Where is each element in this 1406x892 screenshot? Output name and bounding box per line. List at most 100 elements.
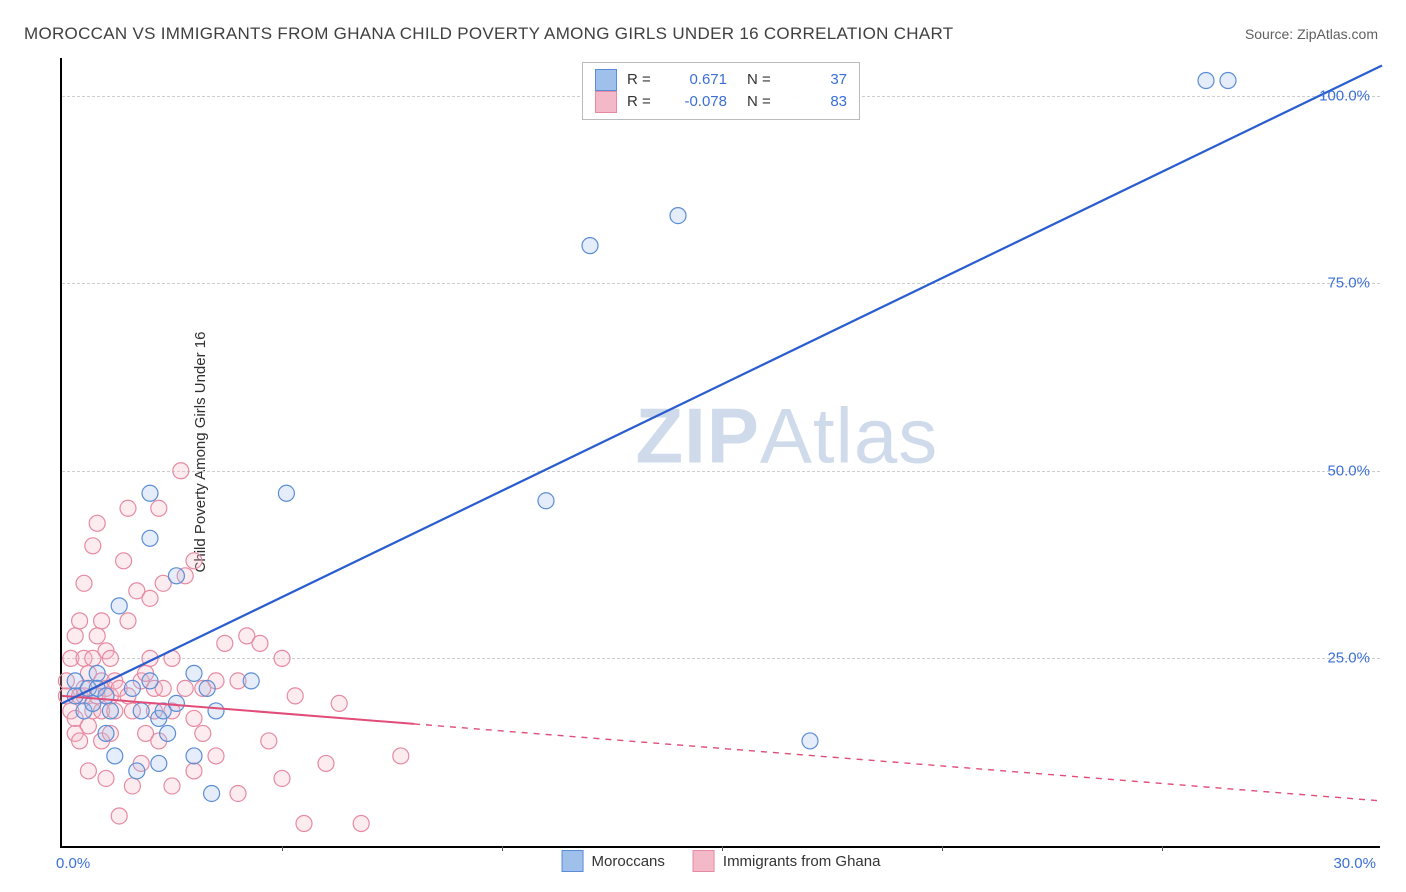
data-point xyxy=(331,695,347,711)
x-tick xyxy=(942,846,943,851)
data-point xyxy=(296,815,312,831)
data-point xyxy=(186,748,202,764)
swatch-series-2 xyxy=(595,91,617,113)
y-tick-label: 100.0% xyxy=(1319,87,1370,104)
data-point xyxy=(98,725,114,741)
data-point xyxy=(287,688,303,704)
x-max-label: 30.0% xyxy=(1333,855,1376,872)
data-point xyxy=(102,650,118,666)
legend-label-2: Immigrants from Ghana xyxy=(723,853,881,870)
data-point xyxy=(116,553,132,569)
x-zero-label: 0.0% xyxy=(56,855,90,872)
data-point xyxy=(120,500,136,516)
data-point xyxy=(142,590,158,606)
data-point xyxy=(160,725,176,741)
r-label: R = xyxy=(627,69,657,91)
x-tick xyxy=(722,846,723,851)
data-point xyxy=(129,763,145,779)
data-point xyxy=(173,463,189,479)
data-point xyxy=(80,718,96,734)
y-tick-label: 75.0% xyxy=(1327,275,1370,292)
data-point xyxy=(252,635,268,651)
data-point xyxy=(208,748,224,764)
swatch-series-1 xyxy=(595,69,617,91)
data-point xyxy=(274,650,290,666)
data-point xyxy=(111,598,127,614)
data-point xyxy=(142,673,158,689)
legend-series: Moroccans Immigrants from Ghana xyxy=(562,850,881,872)
data-point xyxy=(168,568,184,584)
data-point xyxy=(230,785,246,801)
data-point xyxy=(538,493,554,509)
data-point xyxy=(89,515,105,531)
data-point xyxy=(142,485,158,501)
trend-line xyxy=(62,66,1382,704)
n-value-2: 83 xyxy=(787,91,847,113)
data-point xyxy=(133,703,149,719)
data-point xyxy=(124,680,140,696)
data-point xyxy=(164,778,180,794)
source-label: Source: ZipAtlas.com xyxy=(1245,26,1378,42)
data-point xyxy=(177,680,193,696)
n-value-1: 37 xyxy=(787,69,847,91)
n-label: N = xyxy=(747,91,777,113)
data-point xyxy=(168,695,184,711)
data-point xyxy=(94,613,110,629)
data-point xyxy=(243,673,259,689)
data-point xyxy=(393,748,409,764)
data-point xyxy=(1198,73,1214,89)
chart-title: MOROCCAN VS IMMIGRANTS FROM GHANA CHILD … xyxy=(24,24,953,44)
legend-item-1: Moroccans xyxy=(562,850,665,872)
data-point xyxy=(102,703,118,719)
data-point xyxy=(318,755,334,771)
data-point xyxy=(89,628,105,644)
x-tick xyxy=(282,846,283,851)
data-point xyxy=(186,710,202,726)
data-point xyxy=(142,530,158,546)
data-point xyxy=(120,613,136,629)
data-point xyxy=(199,680,215,696)
data-point xyxy=(186,763,202,779)
plot-area: Child Poverty Among Girls Under 16 ZIPAt… xyxy=(60,58,1380,848)
data-point xyxy=(107,748,123,764)
data-point xyxy=(208,703,224,719)
data-point xyxy=(72,613,88,629)
y-tick-label: 50.0% xyxy=(1327,462,1370,479)
data-point xyxy=(353,815,369,831)
data-point xyxy=(802,733,818,749)
trend-line-dashed xyxy=(414,724,1382,801)
legend-stats: R = 0.671 N = 37 R = -0.078 N = 83 xyxy=(582,62,860,120)
data-point xyxy=(80,763,96,779)
data-point xyxy=(582,238,598,254)
legend-item-2: Immigrants from Ghana xyxy=(693,850,881,872)
data-point xyxy=(1220,73,1236,89)
x-tick xyxy=(502,846,503,851)
data-point xyxy=(98,688,114,704)
data-point xyxy=(85,538,101,554)
data-point xyxy=(204,785,220,801)
data-point xyxy=(278,485,294,501)
data-point xyxy=(670,208,686,224)
swatch-bottom-1 xyxy=(562,850,584,872)
scatter-svg xyxy=(62,58,1380,846)
data-point xyxy=(274,770,290,786)
legend-row-1: R = 0.671 N = 37 xyxy=(595,69,847,91)
r-label: R = xyxy=(627,91,657,113)
data-point xyxy=(67,628,83,644)
data-point xyxy=(72,733,88,749)
data-point xyxy=(151,500,167,516)
data-point xyxy=(98,770,114,786)
data-point xyxy=(76,575,92,591)
swatch-bottom-2 xyxy=(693,850,715,872)
data-point xyxy=(89,665,105,681)
legend-row-2: R = -0.078 N = 83 xyxy=(595,91,847,113)
r-value-2: -0.078 xyxy=(667,91,727,113)
data-point xyxy=(111,808,127,824)
legend-label-1: Moroccans xyxy=(592,853,665,870)
y-tick-label: 25.0% xyxy=(1327,650,1370,667)
data-point xyxy=(186,665,202,681)
x-tick xyxy=(1162,846,1163,851)
data-point xyxy=(124,778,140,794)
data-point xyxy=(151,755,167,771)
data-point xyxy=(217,635,233,651)
